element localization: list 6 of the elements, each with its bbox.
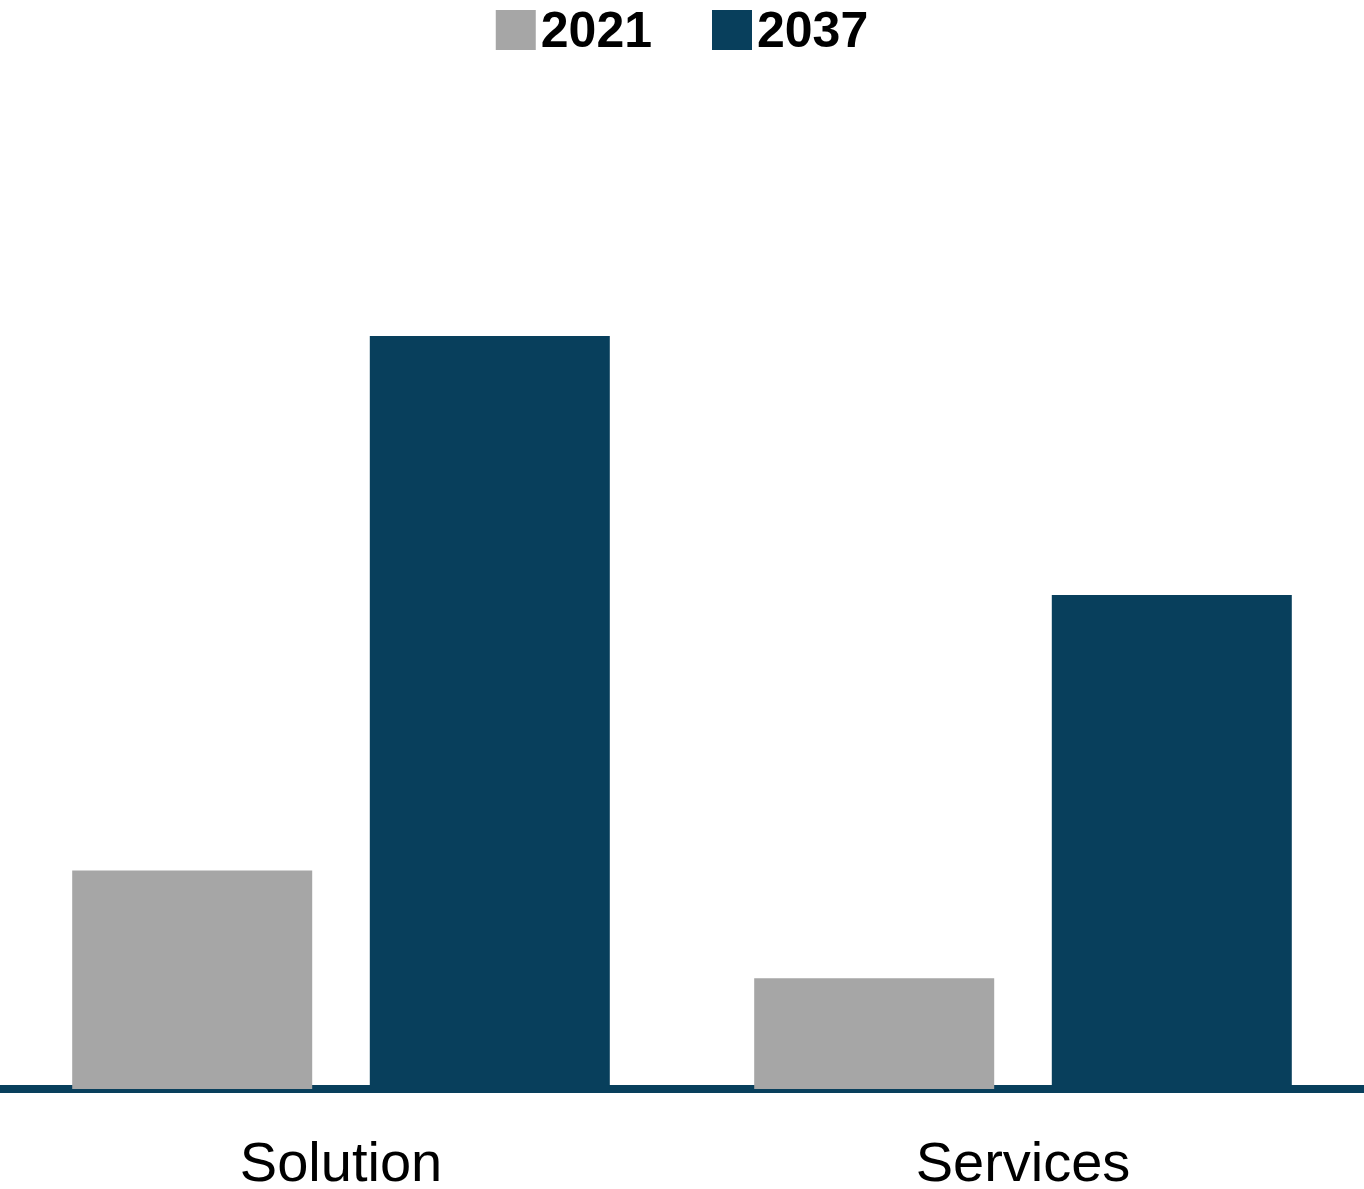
x-tick-label: Solution bbox=[239, 1129, 443, 1189]
legend-label: 2037 bbox=[757, 2, 869, 58]
legend-label: 2021 bbox=[540, 2, 652, 58]
bar bbox=[72, 870, 313, 1089]
x-tick-label: Services bbox=[915, 1129, 1131, 1189]
bar bbox=[754, 978, 995, 1089]
